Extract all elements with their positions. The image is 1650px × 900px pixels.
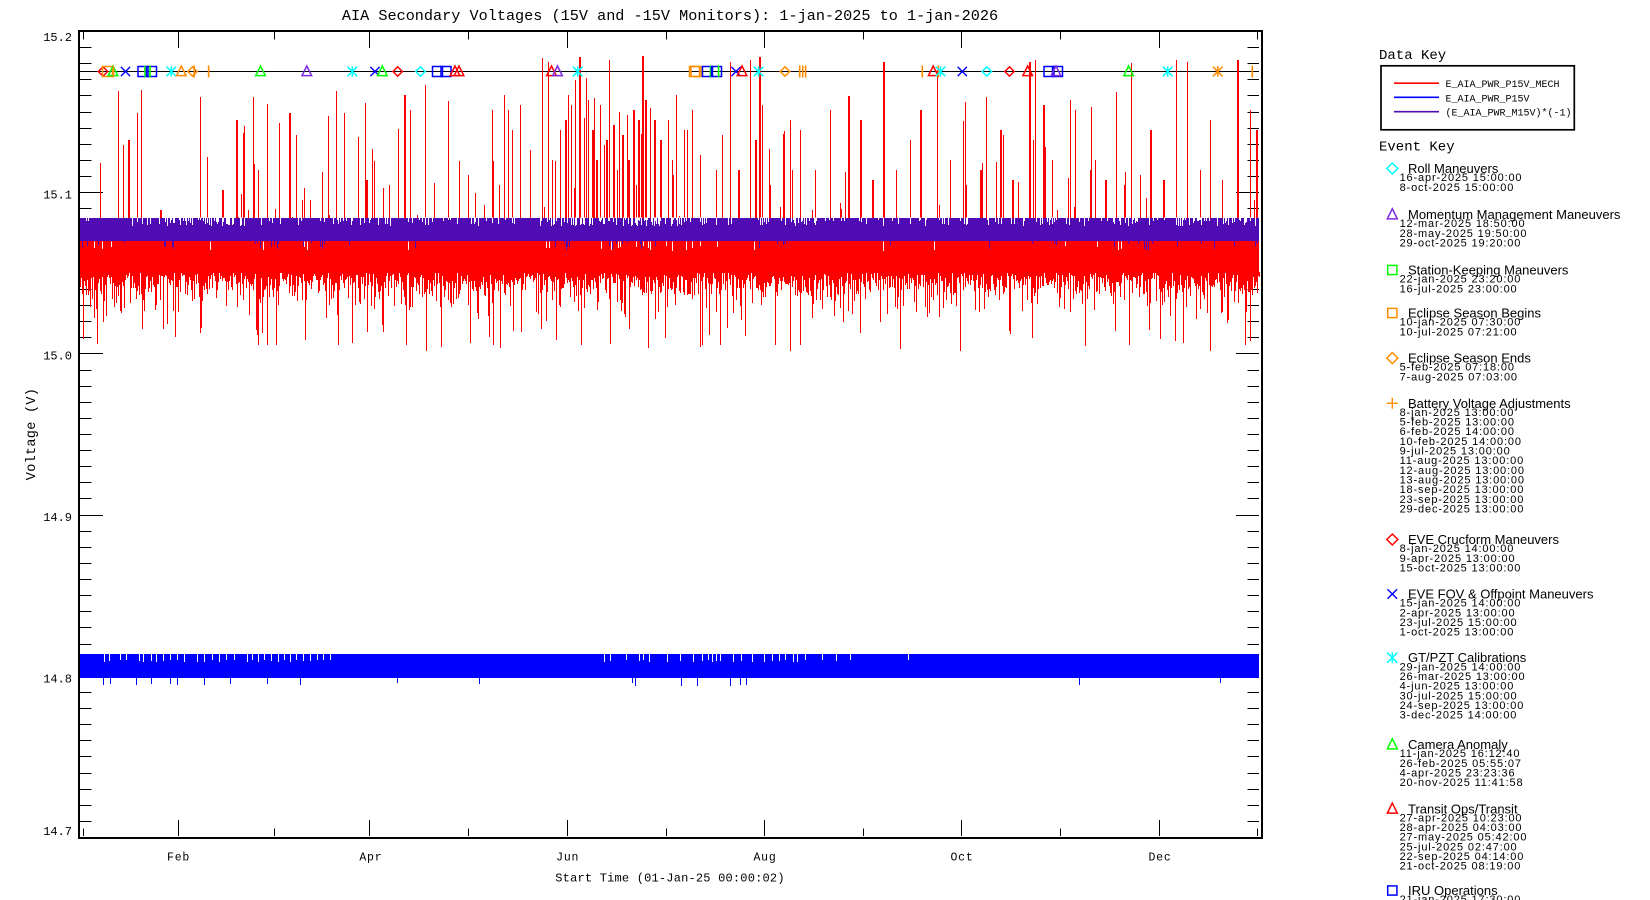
svg-text:26-mar-2025 13:00:00: 26-mar-2025 13:00:00 [1400, 671, 1526, 683]
svg-text:4-jun-2025 13:00:00: 4-jun-2025 13:00:00 [1400, 681, 1515, 693]
svg-text:22-jan-2025 23:20:00: 22-jan-2025 23:20:00 [1400, 274, 1522, 286]
svg-text:8-jan-2025 14:00:00: 8-jan-2025 14:00:00 [1400, 543, 1515, 555]
svg-text:8-jan-2025 13:00:00: 8-jan-2025 13:00:00 [1400, 407, 1515, 419]
svg-text:9-jul-2025 13:00:00: 9-jul-2025 13:00:00 [1400, 446, 1511, 458]
svg-text:IRU Operations: IRU Operations [1408, 883, 1498, 898]
svg-text:7-aug-2025 07:03:00: 7-aug-2025 07:03:00 [1400, 371, 1518, 383]
svg-text:(E_AIA_PWR_M15V)*(-1): (E_AIA_PWR_M15V)*(-1) [1446, 108, 1572, 120]
svg-text:11-aug-2025 13:00:00: 11-aug-2025 13:00:00 [1400, 455, 1524, 467]
svg-text:Start Time (01-Jan-25 00:00:02: Start Time (01-Jan-25 00:00:02) [555, 872, 784, 886]
svg-text:16-jul-2025 23:00:00: 16-jul-2025 23:00:00 [1400, 283, 1518, 295]
svg-text:EVE FOV & Offpoint Maneuvers: EVE FOV & Offpoint Maneuvers [1408, 587, 1594, 602]
svg-text:23-jul-2025 15:00:00: 23-jul-2025 15:00:00 [1400, 617, 1518, 629]
svg-text:Roll Maneuvers: Roll Maneuvers [1408, 161, 1499, 176]
svg-text:15.0: 15.0 [43, 350, 72, 364]
svg-text:E_AIA_PWR_P15V: E_AIA_PWR_P15V [1446, 94, 1530, 105]
svg-text:5-feb-2025 13:00:00: 5-feb-2025 13:00:00 [1400, 417, 1515, 429]
svg-text:Camera Anomaly: Camera Anomaly [1408, 737, 1508, 752]
svg-text:28-apr-2025 04:03:00: 28-apr-2025 04:03:00 [1400, 822, 1523, 834]
svg-text:5-feb-2025 07:18:00: 5-feb-2025 07:18:00 [1400, 362, 1515, 374]
svg-text:23-sep-2025 13:00:00: 23-sep-2025 13:00:00 [1400, 494, 1525, 506]
svg-text:GT/PZT Calibrations: GT/PZT Calibrations [1408, 650, 1527, 665]
svg-text:10-feb-2025 14:00:00: 10-feb-2025 14:00:00 [1400, 436, 1522, 448]
svg-text:8-oct-2025 15:00:00: 8-oct-2025 15:00:00 [1400, 182, 1515, 194]
svg-text:2-apr-2025 13:00:00: 2-apr-2025 13:00:00 [1400, 607, 1516, 619]
svg-text:Dec: Dec [1148, 852, 1171, 865]
svg-text:9-apr-2025 13:00:00: 9-apr-2025 13:00:00 [1400, 553, 1516, 565]
svg-text:6-feb-2025 14:00:00: 6-feb-2025 14:00:00 [1400, 426, 1515, 438]
svg-text:29-oct-2025 19:20:00: 29-oct-2025 19:20:00 [1400, 237, 1522, 249]
svg-text:14.8: 14.8 [43, 672, 72, 686]
svg-text:26-feb-2025 05:55:07: 26-feb-2025 05:55:07 [1400, 758, 1522, 770]
svg-text:Battery Voltage Adjustments: Battery Voltage Adjustments [1408, 396, 1571, 411]
svg-text:10-jul-2025 07:21:00: 10-jul-2025 07:21:00 [1400, 326, 1518, 338]
svg-text:16-apr-2025 15:00:00: 16-apr-2025 15:00:00 [1400, 172, 1523, 184]
svg-text:Aug: Aug [753, 852, 776, 865]
svg-text:Event Key: Event Key [1379, 140, 1455, 156]
svg-text:27-apr-2025 10:23:00: 27-apr-2025 10:23:00 [1400, 812, 1523, 824]
svg-text:25-jul-2025 02:47:00: 25-jul-2025 02:47:00 [1400, 841, 1518, 853]
svg-text:Momentum Management Maneuvers: Momentum Management Maneuvers [1408, 207, 1621, 222]
svg-text:15.1: 15.1 [43, 189, 72, 203]
svg-text:4-apr-2025 23:23:36: 4-apr-2025 23:23:36 [1400, 767, 1516, 779]
svg-text:12-aug-2025 13:00:00: 12-aug-2025 13:00:00 [1400, 465, 1525, 477]
svg-text:1-oct-2025 13:00:00: 1-oct-2025 13:00:00 [1400, 627, 1515, 639]
svg-text:21-oct-2025 08:19:00: 21-oct-2025 08:19:00 [1400, 861, 1522, 873]
svg-text:AIA Secondary Voltages (15V an: AIA Secondary Voltages (15V and -15V Mon… [342, 7, 998, 25]
svg-text:29-dec-2025 13:00:00: 29-dec-2025 13:00:00 [1400, 503, 1525, 515]
svg-text:21-jan-2025 17:30:00: 21-jan-2025 17:30:00 [1400, 894, 1522, 900]
svg-text:Jun: Jun [556, 852, 579, 865]
svg-text:13-aug-2025 13:00:00: 13-aug-2025 13:00:00 [1400, 474, 1525, 486]
svg-text:18-sep-2025 13:00:00: 18-sep-2025 13:00:00 [1400, 484, 1525, 496]
svg-text:24-sep-2025 13:00:00: 24-sep-2025 13:00:00 [1400, 700, 1525, 712]
svg-text:Station-Keeping Maneuvers: Station-Keeping Maneuvers [1408, 263, 1569, 278]
svg-text:11-jan-2025 16:12:40: 11-jan-2025 16:12:40 [1400, 748, 1521, 760]
svg-text:Eclipse Season Ends: Eclipse Season Ends [1408, 351, 1531, 366]
svg-text:3-dec-2025 14:00:00: 3-dec-2025 14:00:00 [1400, 710, 1518, 722]
svg-text:12-mar-2025 18:50:00: 12-mar-2025 18:50:00 [1400, 218, 1526, 230]
svg-text:30-jul-2025 15:00:00: 30-jul-2025 15:00:00 [1400, 690, 1518, 702]
svg-text:Transit Ops/Transit: Transit Ops/Transit [1408, 801, 1518, 816]
svg-text:28-may-2025 19:50:00: 28-may-2025 19:50:00 [1400, 228, 1528, 240]
svg-text:10-jan-2025 07:30:00: 10-jan-2025 07:30:00 [1400, 317, 1522, 329]
svg-text:Voltage (V): Voltage (V) [25, 388, 40, 480]
svg-text:E_AIA_PWR_P15V_MECH: E_AIA_PWR_P15V_MECH [1446, 80, 1560, 91]
svg-text:15-oct-2025 13:00:00: 15-oct-2025 13:00:00 [1400, 562, 1522, 574]
svg-text:Apr: Apr [359, 852, 382, 865]
svg-text:15-jan-2025 14:00:00: 15-jan-2025 14:00:00 [1400, 598, 1522, 610]
svg-text:Oct: Oct [950, 852, 973, 865]
svg-text:Data Key: Data Key [1379, 48, 1446, 64]
svg-text:14.9: 14.9 [43, 511, 72, 525]
svg-text:Eclipse Season Begins: Eclipse Season Begins [1408, 306, 1541, 321]
svg-text:29-jan-2025 14:00:00: 29-jan-2025 14:00:00 [1400, 661, 1522, 673]
svg-text:Feb: Feb [167, 852, 190, 865]
svg-text:14.7: 14.7 [43, 825, 72, 839]
svg-text:27-may-2025 05:42:00: 27-may-2025 05:42:00 [1400, 832, 1528, 844]
svg-text:15.2: 15.2 [43, 31, 72, 45]
svg-text:EVE Crucform Maneuvers: EVE Crucform Maneuvers [1408, 532, 1559, 547]
svg-text:22-sep-2025 04:14:00: 22-sep-2025 04:14:00 [1400, 851, 1525, 863]
svg-text:20-nov-2025 11:41:58: 20-nov-2025 11:41:58 [1400, 777, 1524, 789]
